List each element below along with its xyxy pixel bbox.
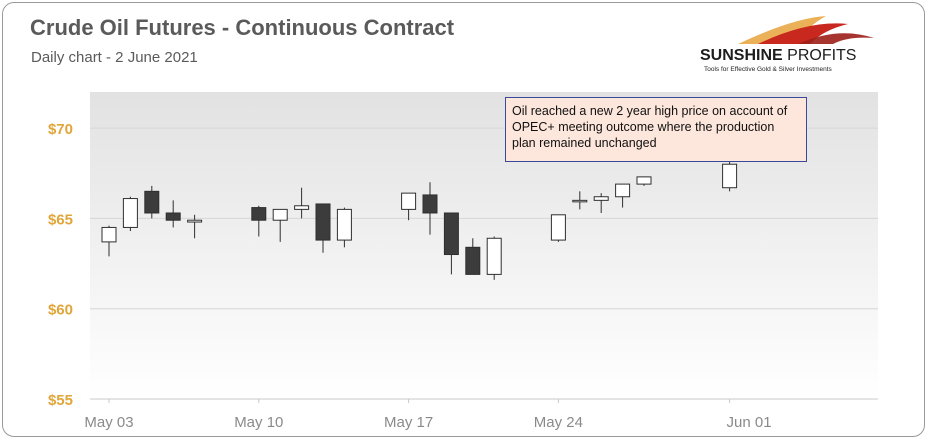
candle-body: [272, 208, 288, 221]
chart-subtitle: Daily chart - 2 June 2021: [31, 49, 198, 66]
candle-2021-05-12: [294, 187, 310, 219]
sunshine-profits-logo: SUNSHINE PROFITS Tools for Effective Gol…: [698, 14, 888, 76]
annotation-text: Oil reached a new 2 year high price on a…: [512, 104, 788, 150]
candle-body: [144, 190, 160, 214]
candle-2021-05-17: [401, 192, 417, 221]
candle-2021-05-18: [422, 182, 438, 235]
candle-2021-05-06: [165, 200, 181, 228]
y-tick-label: $65: [48, 211, 73, 228]
candle-body: [251, 207, 267, 221]
y-tick-label: $60: [48, 302, 73, 319]
candle-body: [593, 196, 609, 201]
candles: [101, 149, 738, 280]
candle-body: [572, 199, 588, 203]
candle-body: [294, 205, 310, 210]
candle-body: [722, 163, 738, 189]
candle-2021-05-03: [101, 225, 117, 257]
candle-2021-05-11: [272, 208, 288, 242]
annotation-box: Oil reached a new 2 year high price on a…: [505, 97, 807, 162]
candle-body: [122, 198, 138, 228]
candle-body: [336, 208, 352, 241]
candle-body: [636, 176, 652, 185]
chart-title: Crude Oil Futures - Continuous Contract: [30, 15, 455, 40]
candle-body: [615, 183, 631, 198]
candle-2021-05-24: [550, 214, 566, 242]
y-tick-label: $70: [48, 121, 73, 138]
logo-wordmark: SUNSHINE PROFITS: [700, 47, 856, 65]
candle-body: [550, 214, 566, 241]
candle-2021-05-19: [443, 212, 459, 275]
candle-2021-05-20: [465, 238, 481, 275]
candle-body: [486, 237, 502, 275]
candle-body: [315, 203, 331, 241]
candle-body: [465, 246, 481, 275]
logo-tagline: Tools for Effective Gold & Silver Invest…: [704, 66, 832, 73]
y-tick-label: $55: [48, 392, 73, 409]
candle-2021-05-21: [486, 236, 502, 280]
candle-2021-05-26: [593, 193, 609, 213]
candle-2021-05-13: [315, 203, 331, 253]
candle-body: [422, 194, 438, 214]
candle-2021-05-10: [251, 205, 267, 237]
x-tick-label: May 17: [384, 414, 433, 431]
x-tick-label: Jun 01: [727, 414, 772, 431]
candle-2021-05-28: [636, 176, 652, 186]
x-tick-label: May 10: [234, 414, 283, 431]
x-tick-label: May 24: [534, 414, 583, 431]
candle-body: [401, 192, 417, 210]
x-tick-label: May 03: [84, 414, 133, 431]
candle-2021-05-27: [615, 183, 631, 208]
candle-body: [101, 226, 117, 243]
logo-brand-sunshine: SUNSHINE: [700, 47, 783, 64]
logo-swoosh-icon: [738, 16, 874, 44]
candle-2021-05-25: [572, 191, 588, 210]
candle-2021-05-04: [122, 196, 138, 232]
candle-2021-05-07: [187, 214, 203, 239]
candle-2021-05-14: [336, 207, 352, 248]
candle-body: [187, 219, 203, 223]
axes: $70 $65 $60 $55 May 03 May 10 May 17 May 24 Jun …: [48, 121, 878, 431]
candle-body: [165, 212, 181, 221]
logo-brand-profits: PROFITS: [787, 47, 857, 64]
candle-body: [443, 212, 459, 256]
candle-2021-05-05: [144, 185, 160, 219]
